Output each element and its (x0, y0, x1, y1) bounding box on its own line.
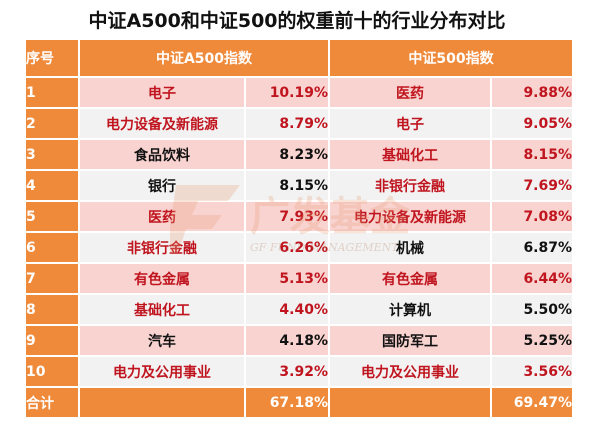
csi500-weight: 7.69% (492, 171, 575, 202)
table-row: 2 电力设备及新能源 8.79% 电子 9.05% (26, 109, 575, 140)
csi500-industry: 电力设备及新能源 (330, 202, 492, 233)
a500-industry: 汽车 (80, 326, 246, 357)
csi500-weight: 5.50% (492, 295, 575, 326)
industry-weight-table: 序号 中证A500指数 中证500指数 1 电子 10.19% 医药 9.88% 2 电力设… (26, 40, 575, 419)
table-row: 9 汽车 4.18% 国防军工 5.25% (26, 326, 575, 357)
table-row: 7 有色金属 5.13% 有色金属 6.44% (26, 264, 575, 295)
csi500-weight: 7.08% (492, 202, 575, 233)
a500-weight: 4.40% (246, 295, 330, 326)
row-index: 5 (26, 202, 80, 233)
a500-weight: 10.19% (246, 78, 330, 109)
a500-industry: 有色金属 (80, 264, 246, 295)
total-a500-spacer (80, 388, 246, 419)
csi500-weight: 3.56% (492, 357, 575, 388)
a500-industry: 医药 (80, 202, 246, 233)
table-row: 8 基础化工 4.40% 计算机 5.50% (26, 295, 575, 326)
row-index: 10 (26, 357, 80, 388)
csi500-industry: 医药 (330, 78, 492, 109)
total-csi500-value: 69.47% (492, 388, 575, 419)
csi500-weight: 8.15% (492, 140, 575, 171)
row-index: 7 (26, 264, 80, 295)
table-row: 5 医药 7.93% 电力设备及新能源 7.08% (26, 202, 575, 233)
row-index: 9 (26, 326, 80, 357)
header-index: 序号 (26, 40, 80, 78)
csi500-weight: 6.87% (492, 233, 575, 264)
row-index: 4 (26, 171, 80, 202)
a500-weight: 4.18% (246, 326, 330, 357)
header-a500: 中证A500指数 (80, 40, 330, 78)
table-row: 10 电力及公用事业 3.92% 电力及公用事业 3.56% (26, 357, 575, 388)
csi500-industry: 国防军工 (330, 326, 492, 357)
a500-industry: 电力及公用事业 (80, 357, 246, 388)
a500-industry: 非银行金融 (80, 233, 246, 264)
csi500-industry: 机械 (330, 233, 492, 264)
csi500-weight: 6.44% (492, 264, 575, 295)
a500-weight: 5.13% (246, 264, 330, 295)
csi500-weight: 9.88% (492, 78, 575, 109)
a500-weight: 3.92% (246, 357, 330, 388)
csi500-weight: 5.25% (492, 326, 575, 357)
a500-industry: 食品饮料 (80, 140, 246, 171)
a500-industry: 基础化工 (80, 295, 246, 326)
csi500-industry: 基础化工 (330, 140, 492, 171)
page-title: 中证A500和中证500的权重前十的行业分布对比 (88, 10, 506, 32)
table-row: 6 非银行金融 6.26% 机械 6.87% (26, 233, 575, 264)
csi500-industry: 电子 (330, 109, 492, 140)
total-a500-value: 67.18% (246, 388, 330, 419)
a500-weight: 7.93% (246, 202, 330, 233)
header-csi500: 中证500指数 (330, 40, 575, 78)
csi500-industry: 计算机 (330, 295, 492, 326)
row-index: 8 (26, 295, 80, 326)
a500-weight: 6.26% (246, 233, 330, 264)
table-row: 4 银行 8.15% 非银行金融 7.69% (26, 171, 575, 202)
row-index: 1 (26, 78, 80, 109)
a500-weight: 8.79% (246, 109, 330, 140)
row-index: 6 (26, 233, 80, 264)
csi500-industry: 电力及公用事业 (330, 357, 492, 388)
table-row: 3 食品饮料 8.23% 基础化工 8.15% (26, 140, 575, 171)
header-row: 序号 中证A500指数 中证500指数 (26, 40, 575, 78)
csi500-weight: 9.05% (492, 109, 575, 140)
row-index: 2 (26, 109, 80, 140)
a500-weight: 8.15% (246, 171, 330, 202)
csi500-industry: 非银行金融 (330, 171, 492, 202)
total-label: 合计 (26, 388, 80, 419)
table-row: 1 电子 10.19% 医药 9.88% (26, 78, 575, 109)
a500-industry: 电子 (80, 78, 246, 109)
row-index: 3 (26, 140, 80, 171)
total-row: 合计 67.18% 69.47% (26, 388, 575, 419)
csi500-industry: 有色金属 (330, 264, 492, 295)
a500-industry: 电力设备及新能源 (80, 109, 246, 140)
total-csi500-spacer (330, 388, 492, 419)
a500-weight: 8.23% (246, 140, 330, 171)
a500-industry: 银行 (80, 171, 246, 202)
